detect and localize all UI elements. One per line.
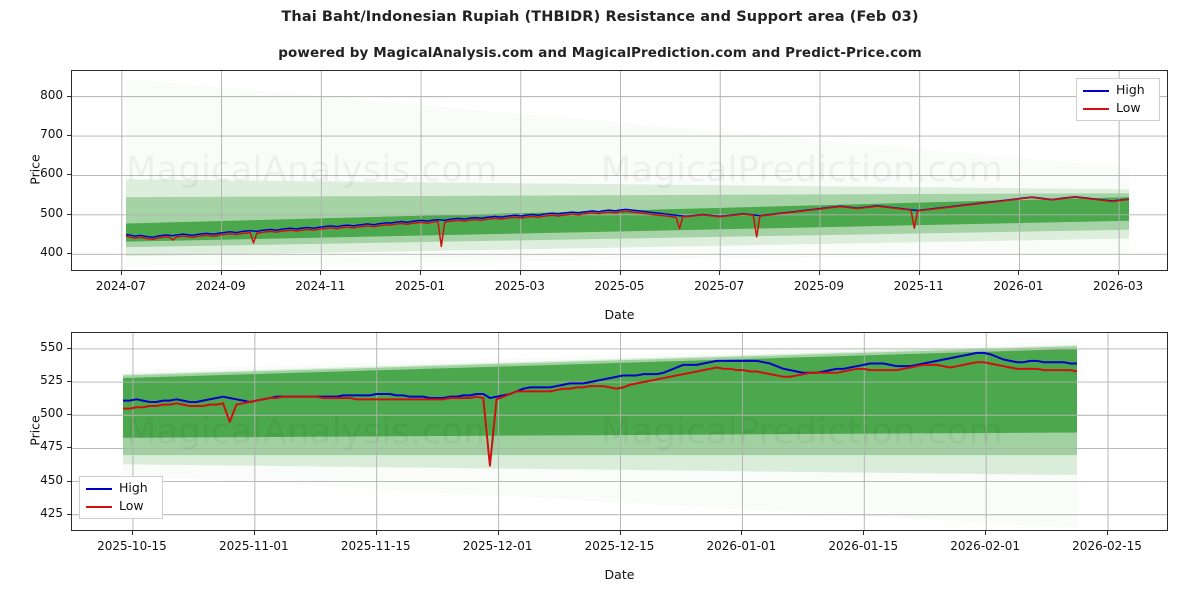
legend-label-high: High — [119, 480, 148, 496]
page-subtitle: powered by MagicalAnalysis.com and Magic… — [278, 45, 922, 61]
x-tick-label: 2025-11-15 — [340, 539, 411, 553]
y-tick-label: 800 — [40, 87, 63, 102]
y-tick-label: 550 — [40, 339, 63, 354]
band-core — [126, 197, 1129, 242]
y-tick-label: 475 — [40, 439, 63, 454]
legend-line-low — [1083, 107, 1109, 110]
y-tick-label: 600 — [40, 166, 63, 181]
y-tick-mark — [67, 414, 71, 416]
x-tick-label: 2024-07 — [95, 279, 146, 293]
x-tick-label: 2025-11 — [893, 279, 944, 293]
detail-plot-area — [71, 332, 1168, 531]
x-tick-label: 2025-03 — [494, 279, 545, 293]
x-tick-mark — [220, 271, 222, 275]
x-tick-mark — [619, 531, 621, 535]
legend-label-low: Low — [1116, 100, 1141, 116]
legend-row-low: Low — [1083, 101, 1152, 116]
x-tick-mark — [1107, 531, 1109, 535]
y-tick-label: 500 — [40, 205, 63, 220]
x-tick-label: 2026-02-01 — [950, 539, 1021, 553]
x-tick-label: 2026-02-15 — [1072, 539, 1142, 553]
x-tick-label: 2024-11 — [295, 279, 346, 293]
x-tick-mark — [985, 531, 987, 535]
overview-legend[interactable]: High Low — [1076, 78, 1160, 121]
x-tick-mark — [375, 531, 377, 535]
x-tick-label: 2026-01-01 — [706, 539, 777, 553]
y-tick-mark — [67, 253, 71, 255]
legend-line-low — [86, 505, 112, 508]
legend-line-high — [1083, 89, 1109, 92]
x-tick-mark — [420, 271, 422, 275]
x-tick-mark — [497, 531, 499, 535]
series-low — [123, 361, 1078, 467]
x-tick-mark — [1118, 271, 1120, 275]
legend-row-low: Low — [86, 499, 155, 514]
legend-line-high — [86, 487, 112, 490]
y-tick-mark — [67, 447, 71, 449]
detail-legend[interactable]: High Low — [79, 476, 163, 519]
x-tick-label: 2024-09 — [195, 279, 246, 293]
x-tick-mark — [818, 271, 820, 275]
y-tick-mark — [67, 381, 71, 383]
x-tick-label: 2026-03 — [1093, 279, 1144, 293]
x-tick-label: 2025-07 — [694, 279, 745, 293]
x-tick-mark — [619, 271, 621, 275]
x-tick-mark — [741, 531, 743, 535]
x-tick-label: 2026-01 — [993, 279, 1044, 293]
overview-plot-area — [71, 70, 1168, 271]
y-tick-mark — [67, 95, 71, 97]
y-tick-mark — [67, 480, 71, 482]
y-tick-mark — [67, 513, 71, 515]
y-tick-mark — [67, 174, 71, 176]
y-tick-label: 400 — [40, 245, 63, 260]
y-tick-label: 425 — [40, 505, 63, 520]
x-tick-mark — [918, 271, 920, 275]
x-tick-label: 2025-10-15 — [97, 539, 167, 553]
y-tick-mark — [67, 135, 71, 137]
x-tick-label: 2025-12-01 — [462, 539, 533, 553]
x-tick-label: 2025-09 — [793, 279, 845, 293]
y-tick-mark — [67, 213, 71, 215]
y-tick-label: 500 — [40, 406, 63, 421]
y-tick-label: 700 — [40, 127, 63, 142]
detail-x-axis-label: Date — [604, 567, 635, 582]
x-tick-mark — [1018, 271, 1020, 275]
x-tick-label: 2025-12-15 — [584, 539, 655, 553]
y-tick-label: 450 — [40, 472, 63, 487]
x-tick-mark — [863, 531, 865, 535]
x-tick-mark — [120, 271, 122, 275]
x-tick-mark — [253, 531, 255, 535]
page-title: Thai Baht/Indonesian Rupiah (THBIDR) Res… — [281, 9, 919, 25]
legend-label-high: High — [1116, 82, 1145, 98]
series-low — [125, 196, 1130, 248]
x-tick-label: 2025-11-01 — [218, 539, 289, 553]
x-tick-label: 2025-05 — [594, 279, 645, 293]
y-tick-mark — [67, 347, 71, 349]
legend-row-high: High — [86, 481, 155, 496]
x-tick-mark — [320, 271, 322, 275]
legend-label-low: Low — [119, 498, 144, 514]
x-tick-label: 2025-01 — [394, 279, 446, 293]
legend-row-high: High — [1083, 83, 1152, 98]
x-tick-mark — [519, 271, 521, 275]
x-tick-label: 2026-01-15 — [828, 539, 899, 553]
x-tick-mark — [719, 271, 721, 275]
y-tick-label: 525 — [40, 373, 63, 388]
x-tick-mark — [131, 531, 133, 535]
overview-x-axis-label: Date — [604, 307, 635, 322]
